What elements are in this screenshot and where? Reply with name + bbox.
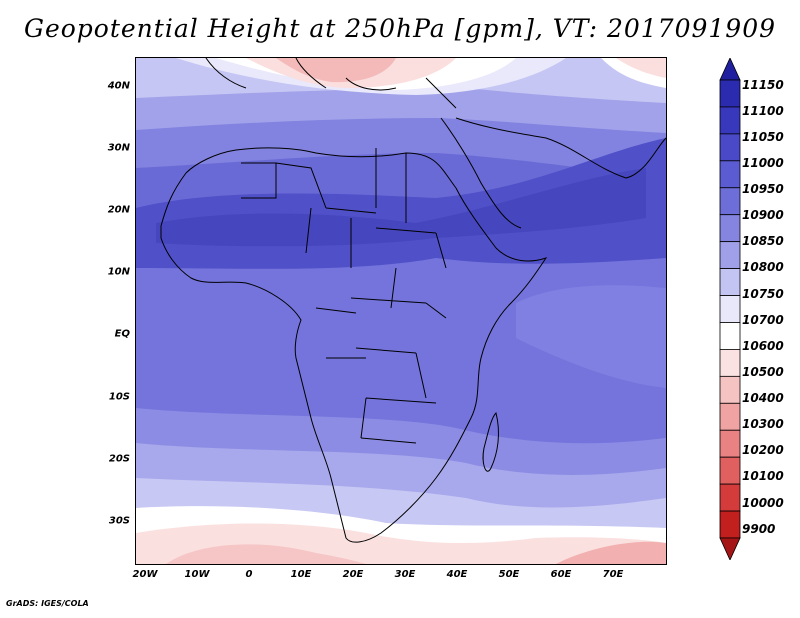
colorbar-label: 10200	[742, 443, 784, 457]
colorbar-segment	[719, 160, 741, 189]
x-tick-label: 70E	[602, 569, 624, 580]
colorbar-label: 9900	[742, 522, 776, 536]
y-tick-label: 30S	[108, 515, 130, 527]
x-tick-label: 0	[245, 569, 253, 580]
colorbar-segment	[719, 456, 741, 485]
colorbar-label: 10800	[742, 260, 784, 274]
colorbar	[719, 58, 741, 560]
x-tick-label: 40E	[446, 569, 468, 580]
colorbar-label: 11100	[742, 104, 784, 118]
y-tick-label: 10S	[108, 391, 130, 403]
credit-text: GrADS: IGES/COLA	[6, 599, 89, 608]
colorbar-segment	[719, 268, 741, 296]
colorbar-segment	[719, 429, 741, 458]
x-tick-label: 60E	[550, 569, 572, 580]
colorbar-top-arrow	[719, 58, 741, 81]
colorbar-label: 10950	[742, 182, 784, 196]
y-tick-label: EQ	[114, 328, 130, 340]
x-tick-label: 20E	[342, 569, 364, 580]
colorbar-segment	[719, 483, 741, 512]
colorbar-label: 10750	[742, 287, 784, 301]
colorbar-label: 10500	[742, 365, 784, 379]
x-tick-label: 20W	[132, 569, 158, 580]
geopotential-field	[136, 58, 666, 564]
colorbar-segment	[719, 106, 741, 135]
colorbar-segment	[719, 510, 741, 539]
colorbar-label: 10850	[742, 234, 784, 248]
map-title: Geopotential Height at 250hPa [gpm], VT:…	[23, 14, 777, 43]
colorbar-segment	[719, 402, 741, 431]
colorbar-segment	[719, 133, 741, 162]
colorbar-segment	[719, 79, 741, 108]
x-tick-label: 10W	[184, 569, 210, 580]
y-tick-label: 30N	[107, 142, 130, 154]
y-tick-label: 20N	[107, 204, 130, 216]
colorbar-label: 10700	[742, 313, 784, 327]
colorbar-label: 10900	[742, 208, 784, 222]
colorbar-segment	[719, 349, 741, 377]
colorbar-label: 10400	[742, 391, 784, 405]
colorbar-label: 11150	[742, 78, 784, 92]
colorbar-label: 10600	[742, 339, 784, 353]
colorbar-segment	[719, 295, 741, 323]
colorbar-segment	[719, 187, 741, 216]
colorbar-label: 11050	[742, 130, 784, 144]
x-tick-label: 30E	[394, 569, 416, 580]
y-tick-label: 40N	[107, 80, 130, 92]
colorbar-label: 10100	[742, 469, 784, 483]
colorbar-segment	[719, 214, 741, 243]
colorbar-label: 10000	[742, 496, 784, 510]
colorbar-label: 10300	[742, 417, 784, 431]
colorbar-label: 11000	[742, 156, 784, 170]
y-tick-label: 10N	[107, 266, 130, 278]
x-tick-label: 10E	[290, 569, 312, 580]
y-tick-label: 20S	[108, 453, 130, 465]
colorbar-segment	[719, 322, 741, 350]
map-plot-area	[135, 57, 667, 565]
colorbar-bottom-arrow	[719, 537, 741, 560]
x-tick-label: 50E	[498, 569, 520, 580]
colorbar-segment	[719, 241, 741, 269]
colorbar-segment	[719, 375, 741, 404]
